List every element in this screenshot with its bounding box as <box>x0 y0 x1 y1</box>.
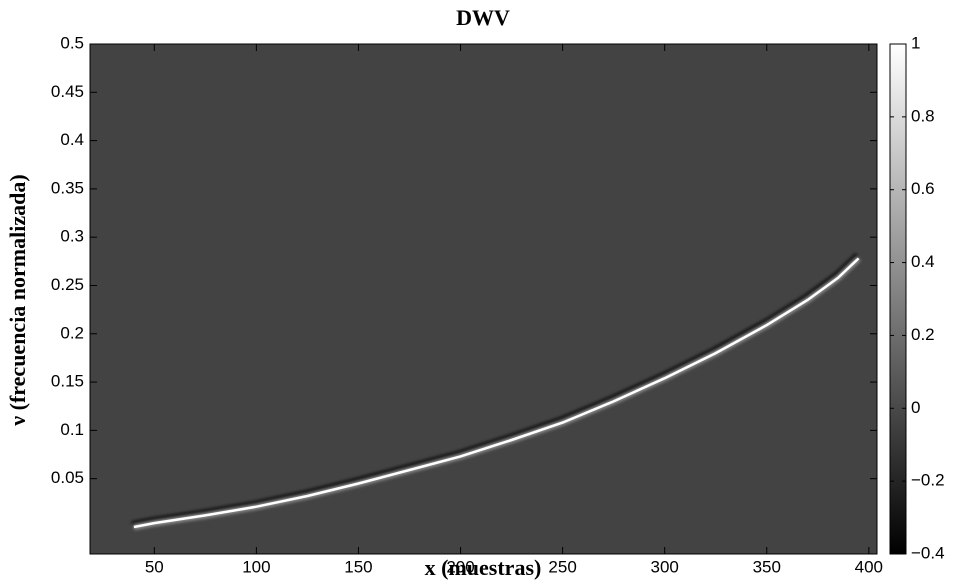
y-tick-label: 0.3 <box>60 227 84 246</box>
colorbar-tick-label: 0 <box>911 398 920 417</box>
x-tick-label: 250 <box>548 557 576 576</box>
y-tick-label: 0.4 <box>60 130 84 149</box>
y-tick-label: 0.2 <box>60 323 84 342</box>
y-tick-label: 0.15 <box>51 372 84 391</box>
y-tick-label: 0.45 <box>51 82 84 101</box>
x-axis-label: x (muestras) <box>425 555 542 580</box>
heatmap-background <box>90 44 877 554</box>
colorbar-tick-label: 0.4 <box>911 252 935 271</box>
plot-frame <box>89 43 878 555</box>
x-tick-label: 200 <box>446 557 474 576</box>
x-tick-label: 150 <box>344 557 372 576</box>
colorbar-tick-label: 0.6 <box>911 179 935 198</box>
colorbar-tick-label: −0.2 <box>911 471 945 490</box>
colorbar-tick-label: 1 <box>911 33 920 52</box>
colorbar-tick-label: 0.2 <box>911 325 935 344</box>
y-tick-label: 0.1 <box>60 420 84 439</box>
y-axis-label: ν (frecuencia normalizada) <box>5 174 30 426</box>
chart-title: DWV <box>456 5 510 30</box>
ridge-shadow <box>131 253 858 525</box>
colorbar-tick-label: 0.8 <box>911 106 935 125</box>
y-tick-label: 0.35 <box>51 178 84 197</box>
ridge <box>133 257 860 529</box>
x-tick-label: 100 <box>242 557 270 576</box>
x-tick-label: 50 <box>145 557 164 576</box>
y-tick-label: 0.05 <box>51 468 84 487</box>
y-tick-label: 0.25 <box>51 275 84 294</box>
colorbar <box>889 43 907 555</box>
x-tick-label: 400 <box>855 557 883 576</box>
x-tick-label: 350 <box>753 557 781 576</box>
x-tick-label: 300 <box>650 557 678 576</box>
colorbar-tick-label: −0.4 <box>911 543 945 562</box>
y-tick-label: 0.5 <box>60 33 84 52</box>
